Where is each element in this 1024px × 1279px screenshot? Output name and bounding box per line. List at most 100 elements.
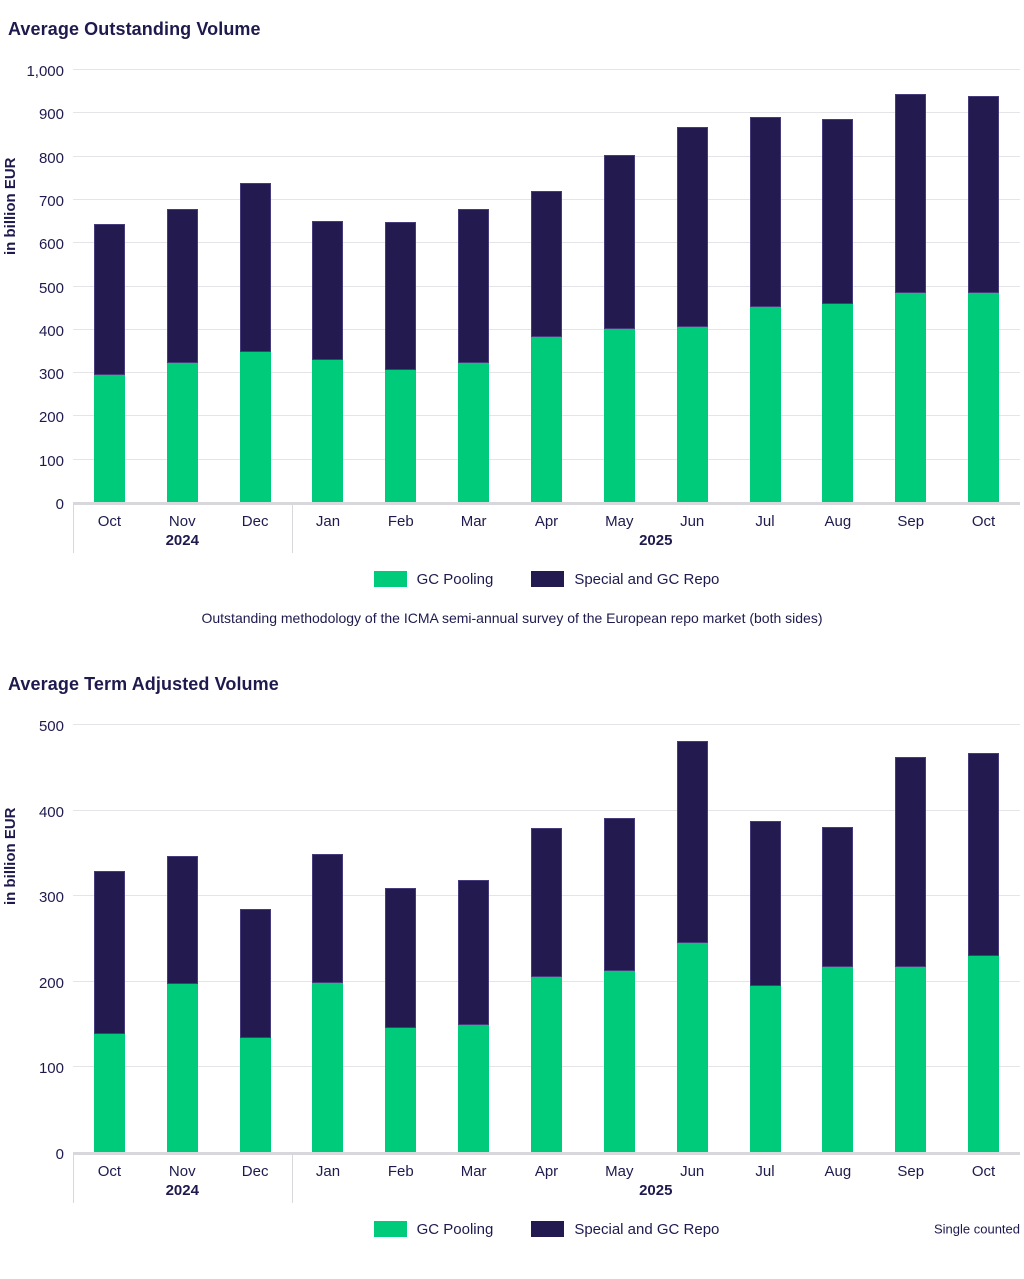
special-gc-repo-segment	[749, 117, 781, 307]
gc-pooling-segment	[749, 985, 781, 1152]
x-tick-label: Jul	[755, 513, 775, 530]
stacked-bar	[93, 871, 125, 1152]
special-gc-repo-segment	[822, 826, 854, 968]
stacked-bar	[676, 741, 708, 1152]
gc-pooling-segment	[93, 1033, 125, 1152]
x-tick-label: Mar	[460, 1163, 487, 1180]
special-gc-repo-segment	[676, 741, 708, 944]
stacked-bar	[458, 209, 490, 502]
stacked-bar	[749, 117, 781, 502]
gc-pooling-segment	[603, 970, 635, 1152]
special-gc-repo-segment	[385, 221, 417, 371]
gc-pooling-segment	[458, 362, 490, 502]
stacked-bar	[530, 828, 562, 1152]
x-tick-label: Jun	[680, 513, 705, 530]
gc-pooling-segment	[239, 1038, 271, 1152]
x-tick-label: Jul	[755, 1163, 775, 1180]
x-tick-label: Oct	[97, 513, 122, 530]
stacked-bar	[676, 127, 708, 502]
x-tick-label: Sep	[897, 1163, 925, 1180]
special-gc-repo-segment	[93, 871, 125, 1034]
stacked-bar	[458, 879, 490, 1152]
special-gc-repo-segment	[530, 828, 562, 977]
gc-pooling-segment	[239, 352, 271, 502]
year-group-divider	[73, 1155, 74, 1203]
gridline	[73, 112, 1020, 114]
special-gc-repo-segment	[458, 879, 490, 1026]
bar-column	[874, 727, 947, 1152]
x-tick-label: Apr	[534, 513, 559, 530]
x-tick-label: Dec	[241, 1163, 269, 1180]
chart-caption: Outstanding methodology of the ICMA semi…	[201, 610, 823, 626]
legend-item-gc-pooling: GC Pooling	[373, 570, 494, 588]
gc-pooling-segment	[166, 362, 198, 502]
stacked-bar	[895, 93, 927, 502]
special-gc-repo-swatch-icon	[531, 1221, 565, 1237]
bar-column	[947, 72, 1020, 502]
stacked-bar	[385, 221, 417, 502]
y-tick-label: 100	[38, 1060, 64, 1078]
gc-pooling-segment	[312, 359, 344, 502]
year-label: 2025	[639, 532, 673, 549]
gc-pooling-segment	[895, 293, 927, 502]
special-gc-repo-segment	[603, 154, 635, 329]
bar-column	[510, 72, 583, 502]
gc-pooling-segment	[385, 370, 417, 502]
x-tick-label: Jan	[315, 1163, 341, 1180]
y-tick-label: 100	[38, 452, 64, 470]
legend-label: GC Pooling	[416, 570, 494, 588]
bar-column	[656, 72, 729, 502]
special-gc-repo-swatch-icon	[531, 571, 565, 587]
y-axis: 0 100 200 300 400 500	[0, 719, 73, 1163]
legend-item-gc-pooling: GC Pooling	[373, 1220, 494, 1238]
bar-column	[219, 727, 292, 1152]
stacked-bar	[312, 221, 344, 502]
x-tick-label: May	[605, 1163, 634, 1180]
gc-pooling-segment	[530, 976, 562, 1152]
stacked-bar	[166, 208, 198, 502]
term-adjusted-volume-chart: Average Term Adjusted Volume in billion …	[0, 673, 1024, 1239]
gc-pooling-segment	[895, 967, 927, 1152]
bar-column	[583, 727, 656, 1152]
gc-pooling-segment	[822, 303, 854, 502]
gc-pooling-segment	[166, 984, 198, 1152]
stacked-bar	[239, 908, 271, 1152]
legend-label: GC Pooling	[416, 1220, 494, 1238]
year-group-divider	[291, 505, 293, 553]
special-gc-repo-segment	[458, 209, 490, 363]
y-tick-label: 200	[38, 409, 64, 427]
x-tick-label: Aug	[824, 1163, 852, 1180]
chart-title: Average Outstanding Volume	[8, 19, 261, 39]
special-gc-repo-segment	[895, 757, 927, 968]
year-label: 2024	[165, 532, 199, 549]
gc-pooling-segment	[968, 955, 1000, 1152]
legend: GC Pooling Special and GC Repo	[73, 569, 1020, 589]
y-tick-label: 300	[38, 366, 64, 384]
month-labels: Oct Nov Dec Jan Feb Mar Apr May Jun Jul Aug Sep Oct	[73, 505, 1020, 531]
bar-column	[364, 727, 437, 1152]
x-tick-label: Apr	[534, 1163, 559, 1180]
plot-area	[73, 724, 1020, 1155]
y-tick-label: 900	[38, 106, 64, 124]
x-tick-label: Feb	[387, 513, 414, 530]
special-gc-repo-segment	[603, 818, 635, 971]
stacked-bar	[239, 183, 271, 502]
y-tick-label: 400	[38, 322, 64, 340]
bar-column	[874, 72, 947, 502]
gc-pooling-segment	[385, 1027, 417, 1152]
year-group-divider	[291, 1155, 293, 1203]
gc-pooling-segment	[749, 306, 781, 502]
legend-label: Special and GC Repo	[574, 570, 720, 588]
gc-pooling-segment	[530, 337, 562, 502]
gridline	[73, 809, 1020, 811]
gc-pooling-segment	[312, 982, 344, 1152]
y-tick-label: 600	[38, 236, 64, 254]
special-gc-repo-segment	[93, 224, 125, 376]
stacked-bar	[93, 224, 125, 502]
bar-column	[947, 727, 1020, 1152]
chart-title: Average Term Adjusted Volume	[8, 674, 279, 694]
special-gc-repo-segment	[530, 190, 562, 338]
gc-pooling-segment	[93, 375, 125, 502]
stacked-bar	[968, 96, 1000, 502]
gc-pooling-segment	[676, 943, 708, 1152]
